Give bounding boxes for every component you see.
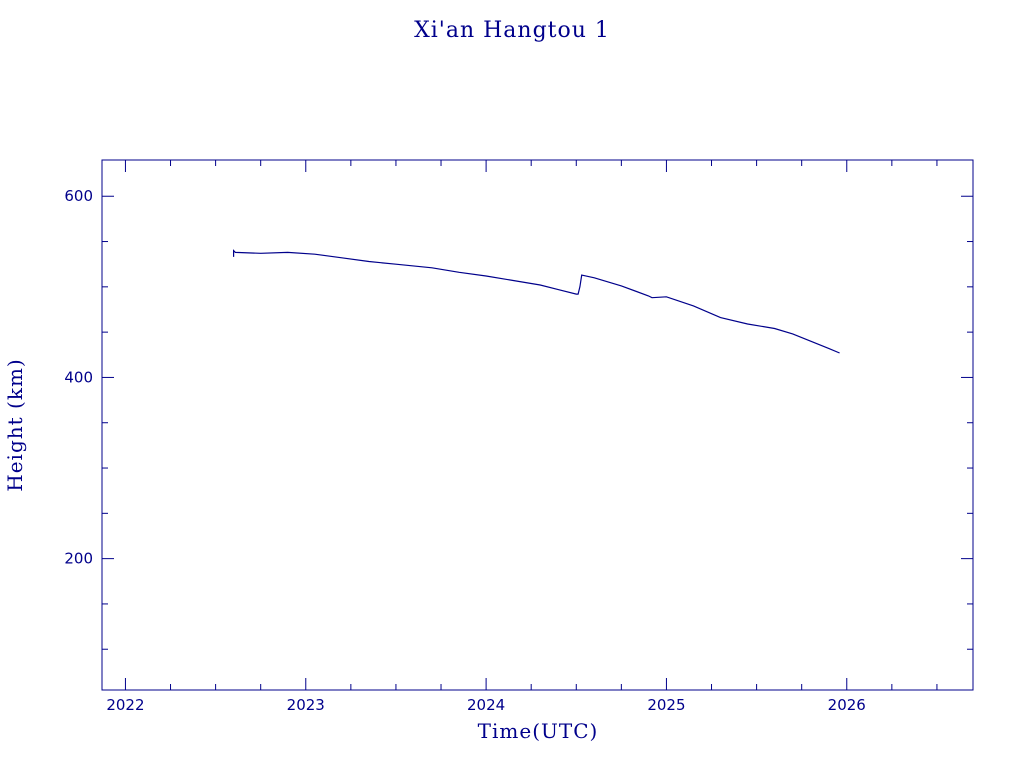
x-tick-label: 2024 [467, 696, 505, 714]
y-tick-label: 400 [64, 368, 93, 386]
y-tick-label: 600 [64, 187, 93, 205]
x-tick-label: 2026 [828, 696, 866, 714]
tick-label-group: 2022 2023 2024 2025 2026 200 400 600 [64, 187, 866, 714]
tick-group [102, 160, 973, 690]
x-tick-label: 2022 [106, 696, 144, 714]
x-axis-label: Time(UTC) [478, 719, 599, 743]
plot-frame [101, 159, 974, 691]
y-tick-label: 200 [64, 550, 93, 568]
chart-title: Xi'an Hangtou 1 [414, 18, 610, 43]
x-tick-label: 2025 [647, 696, 685, 714]
series-line [233, 249, 840, 354]
x-tick-label: 2023 [287, 696, 325, 714]
y-axis-label: Height (km) [3, 358, 27, 491]
